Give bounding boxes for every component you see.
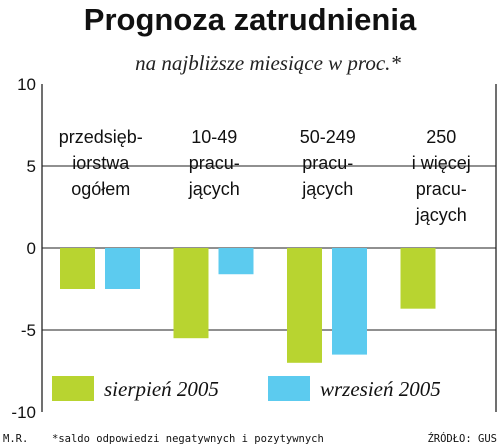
category-label: przedsięb- bbox=[59, 127, 143, 147]
y-axis: -10 -5 0 5 10 bbox=[11, 75, 36, 422]
bars bbox=[60, 248, 436, 363]
bar bbox=[287, 248, 322, 363]
legend-swatch-wrzesien bbox=[268, 376, 310, 401]
category-label: pracu- bbox=[416, 179, 467, 199]
y-tick-label: 0 bbox=[27, 239, 36, 258]
category-label: 50-249 bbox=[300, 127, 356, 147]
bar bbox=[105, 248, 140, 289]
y-tick-label: -5 bbox=[21, 321, 36, 340]
bar bbox=[332, 248, 367, 355]
bar bbox=[60, 248, 95, 289]
legend-swatch-sierpien bbox=[52, 376, 94, 401]
footer-source: ŹRÓDŁO: GUS bbox=[427, 432, 497, 445]
y-tick-label: -10 bbox=[11, 403, 36, 422]
legend-label-wrzesien: wrzesień 2005 bbox=[320, 377, 441, 401]
footer-author: M.R. bbox=[3, 433, 28, 445]
category-label: pracu- bbox=[189, 153, 240, 173]
category-label: 250 bbox=[426, 127, 456, 147]
bar bbox=[173, 248, 209, 339]
legend: sierpień 2005 wrzesień 2005 bbox=[52, 376, 441, 401]
category-label: i więcej bbox=[412, 153, 471, 173]
legend-label-sierpien: sierpień 2005 bbox=[104, 377, 219, 401]
chart-title: Prognoza zatrudnienia bbox=[84, 2, 417, 37]
category-label: ogółem bbox=[71, 179, 130, 199]
chart-subtitle: na najbliższe miesiące w proc.* bbox=[135, 51, 401, 75]
y-tick-label: 5 bbox=[27, 157, 36, 176]
category-labels: przedsięb-iorstwa ogółem 10-49 pracu-jących… bbox=[59, 127, 471, 225]
bar bbox=[400, 248, 436, 309]
bar bbox=[218, 248, 254, 275]
category-label: 10-49 bbox=[191, 127, 237, 147]
y-tick-label: 10 bbox=[17, 75, 36, 94]
category-label: jących bbox=[301, 179, 353, 199]
category-label: jących bbox=[188, 179, 240, 199]
category-label: iorstwa bbox=[72, 153, 130, 173]
footer-note: *saldo odpowiedzi negatywnych i pozytywn… bbox=[52, 433, 324, 445]
category-label: pracu- bbox=[302, 153, 353, 173]
category-label: jących bbox=[415, 205, 467, 225]
